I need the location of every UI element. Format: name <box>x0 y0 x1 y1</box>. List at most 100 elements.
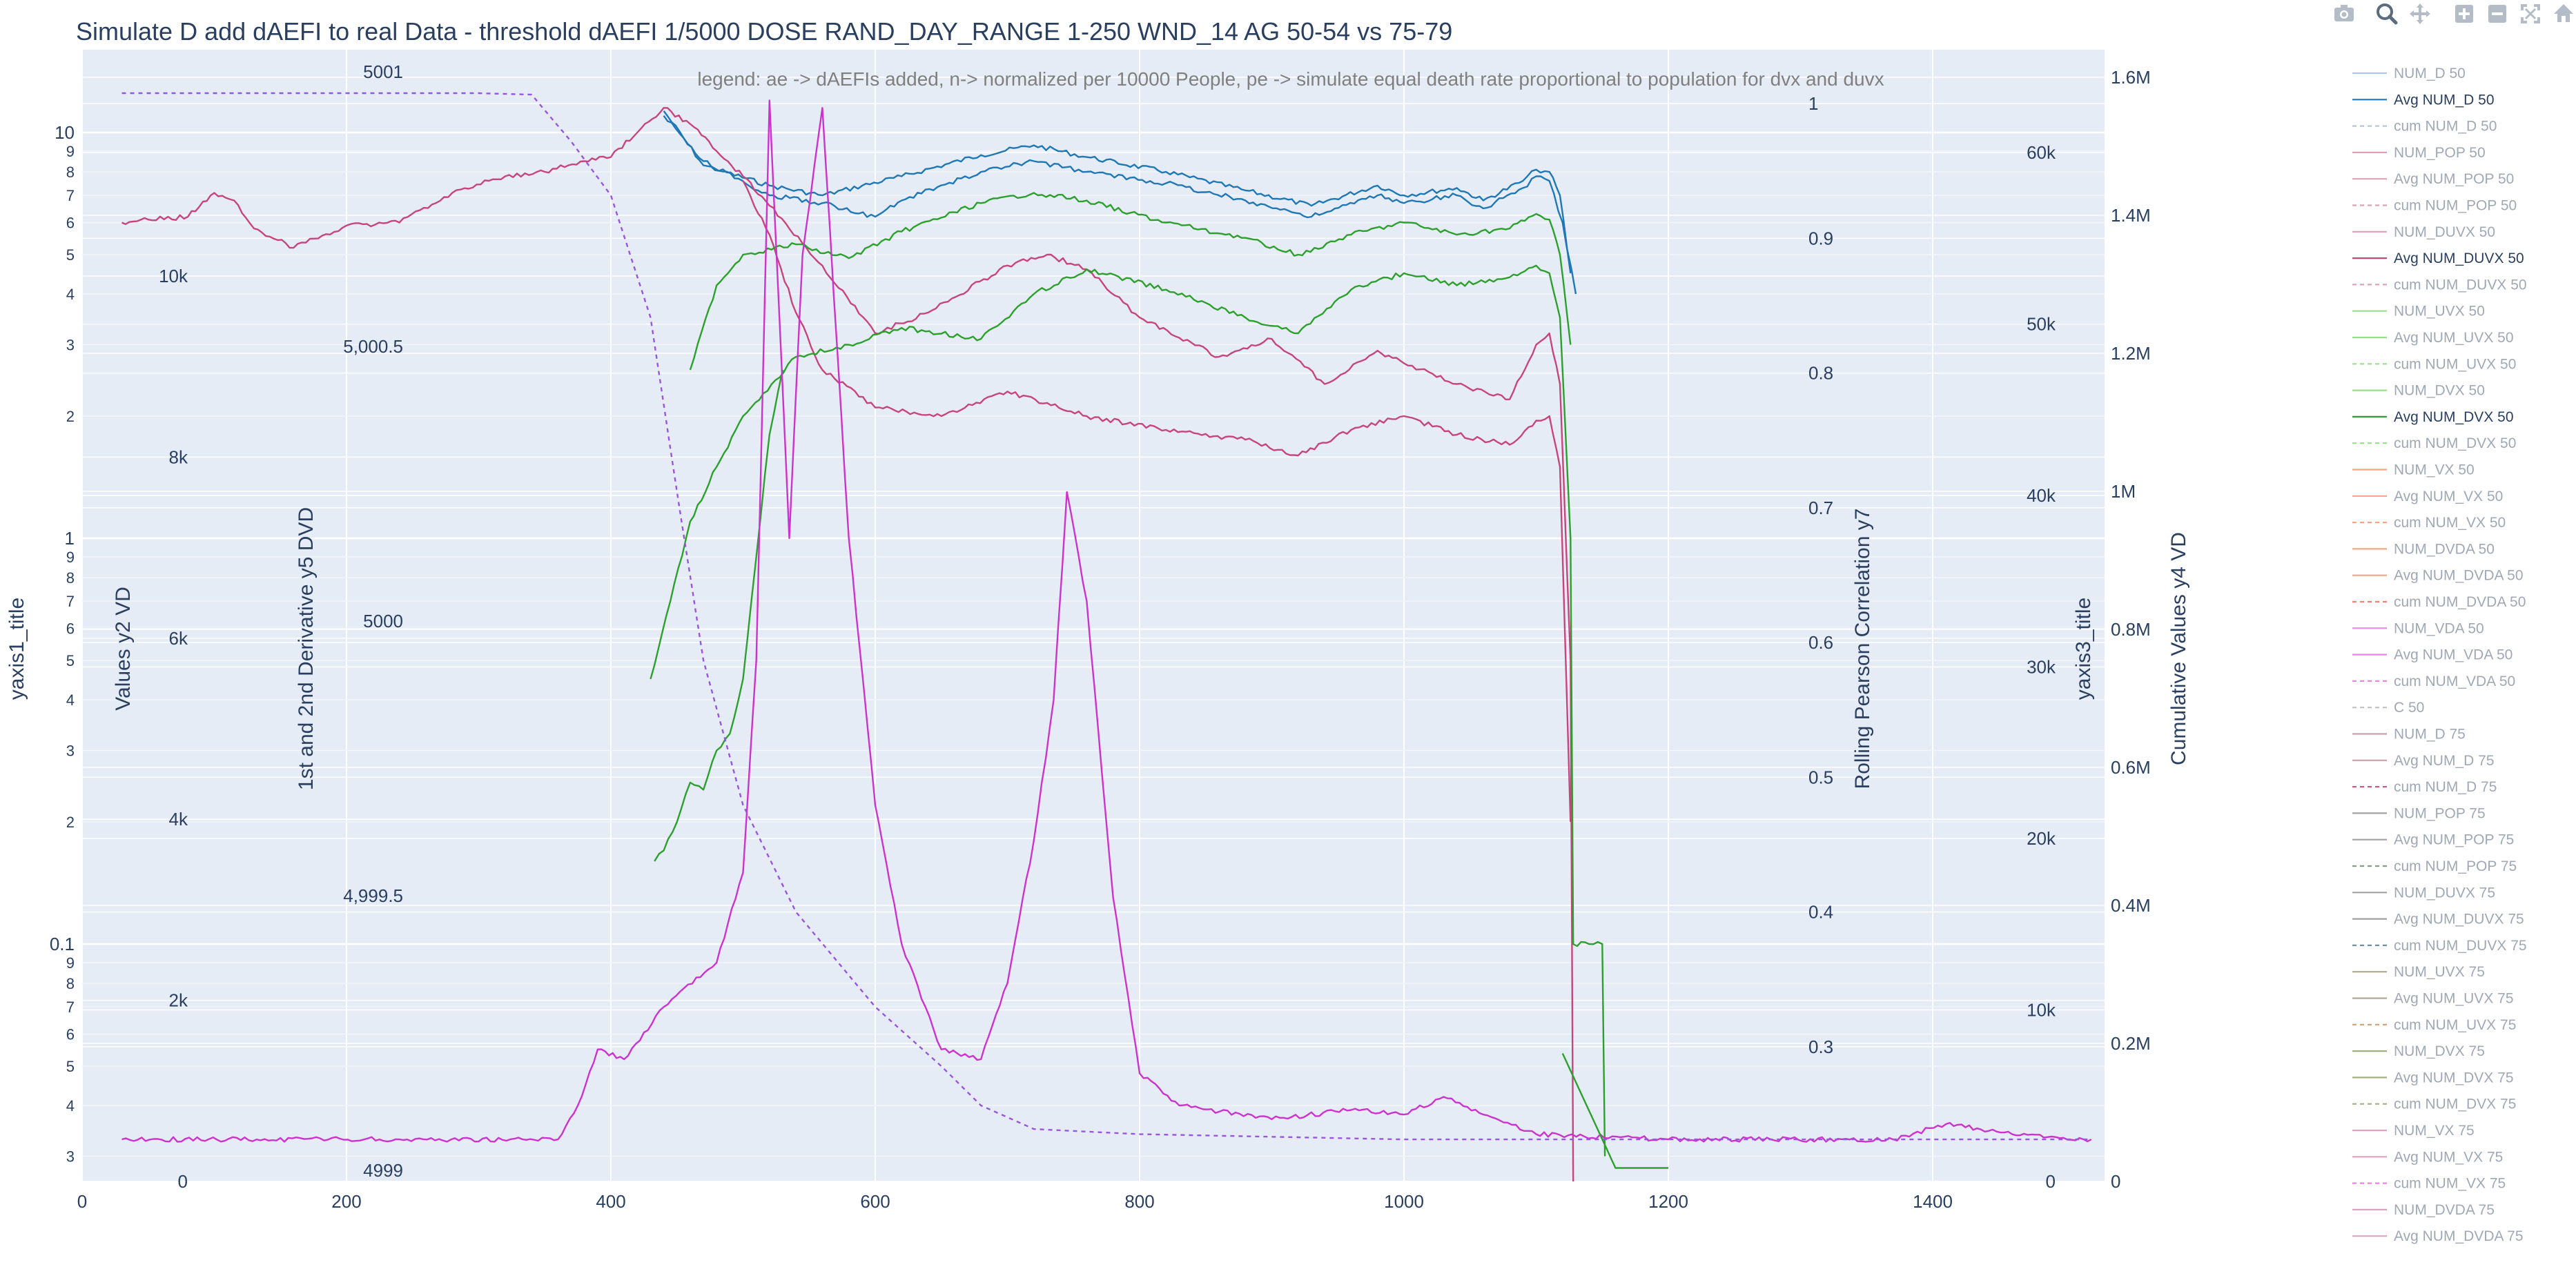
yaxis5-title: 1st and 2nd Derivative y5 DVD <box>295 507 318 790</box>
legend-item[interactable]: Avg NUM_POP 50 <box>2352 171 2514 187</box>
legend-item[interactable]: cum NUM_POP 50 <box>2352 198 2517 214</box>
y1-minor-tick-label: 7 <box>66 187 75 204</box>
chart-title: Simulate D add dAEFI to real Data - thre… <box>76 17 1452 46</box>
autoscale-icon[interactable]: Autoscale <box>2518 1 2543 26</box>
legend-item[interactable]: Avg NUM_VX 50 <box>2352 489 2503 504</box>
y7-tick-label: 0.5 <box>1808 767 1833 787</box>
series-layer <box>121 92 2092 1182</box>
legend-item[interactable]: NUM_DVDA 75 <box>2352 1202 2495 1218</box>
legend-item[interactable]: Avg NUM_UVX 50 <box>2352 330 2514 346</box>
yaxis3-title: yaxis3_title <box>2072 598 2095 700</box>
y1-minor-tick-label: 9 <box>66 549 75 566</box>
series-line-dvx-y7-step <box>1561 1052 1668 1169</box>
yaxis1-title: yaxis1_title <box>6 598 28 700</box>
legend-item[interactable]: NUM_POP 50 <box>2352 145 2486 161</box>
y7-tick-label: 0.4 <box>1808 902 1833 923</box>
legend-item[interactable]: NUM_VX 50 <box>2352 462 2475 478</box>
legend-label: NUM_POP 75 <box>2394 805 2486 821</box>
yaxis2-title: Values y2 VD <box>112 587 135 711</box>
legend-label: cum NUM_VDA 50 <box>2394 674 2515 689</box>
legend-label: cum NUM_VX 75 <box>2394 1176 2506 1192</box>
legend-item[interactable]: Avg NUM_DUVX 50 <box>2352 251 2524 266</box>
y1-minor-tick-label: 9 <box>66 954 75 972</box>
legend: NUM_D 50 Avg NUM_D 50 cum NUM_D 50 NUM_POP … <box>2352 66 2527 1244</box>
legend-item[interactable]: NUM_POP 75 <box>2352 805 2486 821</box>
legend-item[interactable]: cum NUM_D 50 <box>2352 119 2497 135</box>
legend-item[interactable]: NUM_UVX 50 <box>2352 304 2485 320</box>
series-line-avg-num-d-50-upper <box>663 110 1572 274</box>
legend-item[interactable]: NUM_VX 75 <box>2352 1123 2475 1139</box>
legend-item[interactable]: Avg NUM_VX 75 <box>2352 1149 2503 1165</box>
legend-item[interactable]: Avg NUM_DUVX 75 <box>2352 912 2524 927</box>
zoom-in-icon[interactable]: Zoom in <box>2452 1 2477 26</box>
y4-tick-label: 0.4M <box>2111 895 2151 916</box>
x-tick-label: 400 <box>596 1191 625 1212</box>
zoom-icon[interactable]: Zoom <box>2374 1 2399 26</box>
legend-item[interactable]: cum NUM_D 75 <box>2352 779 2497 795</box>
legend-item[interactable]: cum NUM_DUVX 75 <box>2352 938 2527 954</box>
legend-label: NUM_VX 75 <box>2394 1123 2475 1139</box>
reset-axes-icon[interactable]: Reset axes <box>2551 1 2576 26</box>
legend-item[interactable]: cum NUM_DVX 50 <box>2352 435 2516 451</box>
y3-tick-label: 20k <box>2027 828 2056 849</box>
legend-item[interactable]: Avg NUM_D 50 <box>2352 92 2495 108</box>
y1-tick-label: 0.1 <box>50 934 75 954</box>
legend-label: cum NUM_VX 50 <box>2394 515 2506 531</box>
legend-label: cum NUM_POP 50 <box>2394 198 2517 214</box>
legend-item[interactable]: cum NUM_POP 75 <box>2352 858 2517 874</box>
y4-tick-label: 1.6M <box>2111 67 2151 88</box>
legend-label: NUM_UVX 75 <box>2394 964 2485 980</box>
legend-item[interactable]: NUM_DVX 75 <box>2352 1043 2485 1059</box>
legend-item[interactable]: cum NUM_UVX 50 <box>2352 356 2516 372</box>
y1-minor-tick-label: 3 <box>66 1148 75 1165</box>
legend-item[interactable]: cum NUM_VX 50 <box>2352 515 2506 531</box>
legend-item[interactable]: NUM_UVX 75 <box>2352 964 2485 980</box>
legend-label: cum NUM_DUVX 75 <box>2394 938 2527 954</box>
legend-label: NUM_D 75 <box>2394 727 2466 743</box>
legend-item[interactable]: cum NUM_DUVX 50 <box>2352 277 2527 293</box>
legend-item[interactable]: NUM_DVX 50 <box>2352 383 2485 399</box>
y2-tick-label: 8k <box>169 446 188 467</box>
y2-tick-label: 10k <box>159 266 188 286</box>
legend-item[interactable]: Avg NUM_DVX 75 <box>2352 1070 2514 1086</box>
series-line-avg-num-dvx-50-upper <box>689 192 1572 371</box>
x-tick-label: 0 <box>77 1191 87 1212</box>
legend-item[interactable]: C 50 <box>2352 700 2424 716</box>
pan-icon[interactable]: Pan <box>2408 1 2432 26</box>
legend-item[interactable]: cum NUM_DVDA 50 <box>2352 594 2526 610</box>
legend-label: cum NUM_D 50 <box>2394 119 2497 135</box>
legend-item[interactable]: cum NUM_UVX 75 <box>2352 1017 2516 1033</box>
series-line-num-vda-50 <box>121 99 2092 1143</box>
series-line-avg-num-dvx-50-lower <box>650 264 1606 1157</box>
legend-item[interactable]: Avg NUM_VDA 50 <box>2352 647 2512 663</box>
legend-item[interactable]: NUM_DUVX 50 <box>2352 224 2495 240</box>
legend-item[interactable]: NUM_VDA 50 <box>2352 620 2484 636</box>
y5-tick-label: 4999 <box>363 1160 403 1181</box>
legend-item[interactable]: Avg NUM_DVX 50 <box>2352 409 2514 425</box>
y3-tick-label: 0 <box>2046 1171 2056 1192</box>
legend-item[interactable]: cum NUM_DVX 75 <box>2352 1097 2516 1112</box>
camera-icon[interactable]: Download plot as a png <box>2332 1 2357 26</box>
zoom-out-icon[interactable]: Zoom out <box>2485 1 2510 26</box>
legend-item[interactable]: NUM_DVDA 50 <box>2352 541 2495 557</box>
y7-tick-label: 0.3 <box>1808 1037 1833 1057</box>
y3-tick-label: 10k <box>2027 1000 2056 1021</box>
legend-label: Avg NUM_D 50 <box>2394 92 2495 108</box>
tick-layer: 0 200 400 600 800 1000 1200 14000.1110345678923… <box>50 61 2151 1212</box>
legend-item[interactable]: cum NUM_VDA 50 <box>2352 674 2515 689</box>
y1-minor-tick-label: 4 <box>66 1097 75 1114</box>
legend-item[interactable]: cum NUM_VX 75 <box>2352 1176 2506 1192</box>
legend-label: Avg NUM_POP 50 <box>2394 171 2514 187</box>
y1-minor-tick-label: 2 <box>66 814 75 831</box>
legend-item[interactable]: Avg NUM_UVX 75 <box>2352 991 2514 1007</box>
legend-item[interactable]: Avg NUM_D 75 <box>2352 753 2495 769</box>
legend-item[interactable]: Avg NUM_DVDA 75 <box>2352 1228 2524 1244</box>
y1-minor-tick-label: 6 <box>66 214 75 231</box>
legend-item[interactable]: Avg NUM_DVDA 50 <box>2352 568 2524 584</box>
legend-item[interactable]: NUM_D 75 <box>2352 727 2466 743</box>
y4-tick-label: 0.8M <box>2111 619 2151 640</box>
series-line-avg-num-d-50-lower <box>663 115 1577 295</box>
legend-item[interactable]: NUM_D 50 <box>2352 66 2466 81</box>
legend-item[interactable]: NUM_DUVX 75 <box>2352 885 2495 901</box>
legend-item[interactable]: Avg NUM_POP 75 <box>2352 832 2514 848</box>
